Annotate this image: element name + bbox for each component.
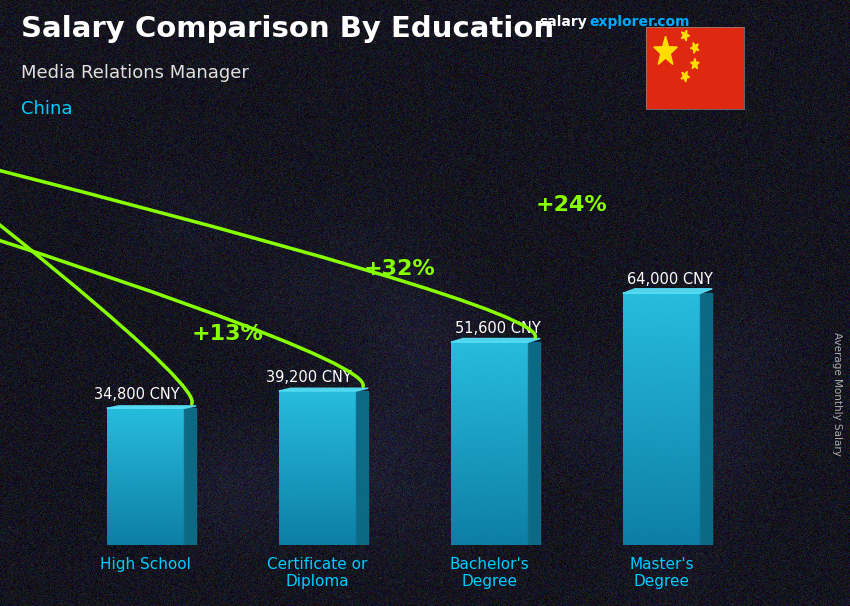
- Text: explorer: explorer: [589, 15, 654, 29]
- Text: salary: salary: [540, 15, 587, 29]
- Polygon shape: [184, 408, 196, 545]
- Polygon shape: [279, 388, 368, 391]
- Text: 34,800 CNY: 34,800 CNY: [94, 387, 179, 402]
- Text: China: China: [21, 100, 73, 118]
- Text: Media Relations Manager: Media Relations Manager: [21, 64, 249, 82]
- Text: 64,000 CNY: 64,000 CNY: [627, 272, 713, 287]
- Polygon shape: [681, 72, 689, 82]
- Text: 39,200 CNY: 39,200 CNY: [266, 370, 352, 385]
- Text: +13%: +13%: [191, 324, 264, 344]
- Polygon shape: [623, 289, 712, 293]
- Text: Average Monthly Salary: Average Monthly Salary: [832, 332, 842, 456]
- Polygon shape: [450, 339, 541, 342]
- Polygon shape: [528, 342, 541, 545]
- Polygon shape: [682, 30, 689, 41]
- Polygon shape: [700, 293, 712, 545]
- Polygon shape: [690, 58, 700, 68]
- Text: +24%: +24%: [536, 195, 608, 215]
- Text: 51,600 CNY: 51,600 CNY: [456, 321, 541, 336]
- Polygon shape: [107, 406, 196, 408]
- Text: +32%: +32%: [364, 259, 435, 279]
- Polygon shape: [654, 36, 677, 64]
- Polygon shape: [690, 42, 699, 53]
- Polygon shape: [356, 391, 368, 545]
- Text: .com: .com: [653, 15, 690, 29]
- Text: Salary Comparison By Education: Salary Comparison By Education: [21, 15, 554, 43]
